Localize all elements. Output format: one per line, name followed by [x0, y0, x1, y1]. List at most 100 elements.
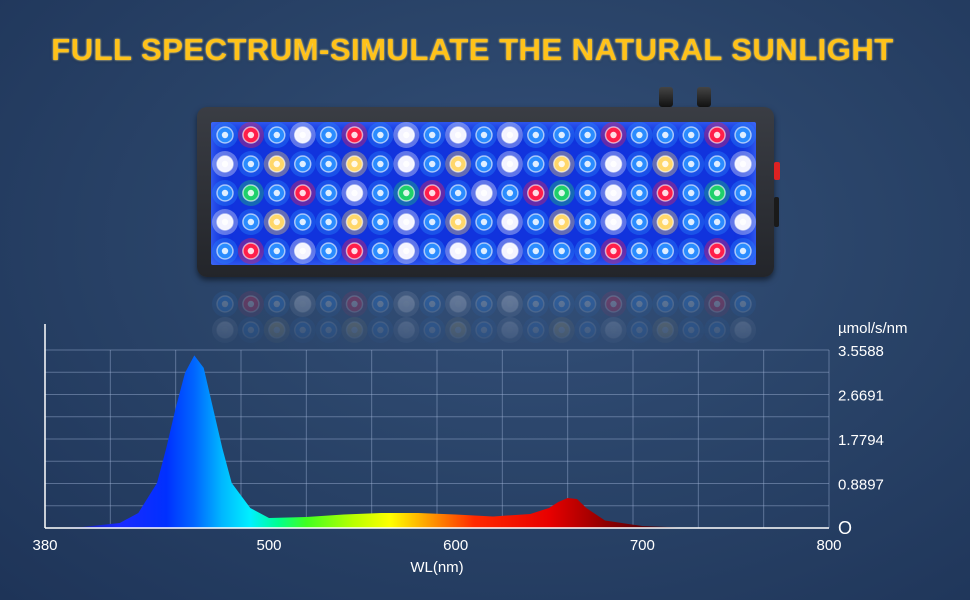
led-reflection-lens	[636, 326, 643, 334]
led-reflection-lens	[688, 300, 695, 308]
led-reflection-lens	[351, 300, 358, 308]
led-reflection-glow	[393, 291, 420, 317]
led-lens	[454, 160, 462, 168]
led-lens	[688, 160, 695, 168]
led-lens	[739, 189, 747, 197]
led-lens	[454, 218, 462, 226]
led-reflection-lens	[558, 300, 565, 308]
led-lens	[480, 247, 488, 255]
led-lens	[532, 189, 539, 197]
led-reflection-glow	[289, 291, 316, 317]
led-reflection-blue	[682, 321, 700, 339]
led-lens	[221, 189, 229, 197]
led-reflection-blue	[371, 321, 390, 339]
led-lens	[403, 160, 410, 168]
led-lens	[480, 189, 488, 197]
led-reflection-glow	[212, 291, 238, 317]
led-lens	[273, 218, 280, 226]
led-reflection-lens	[454, 326, 462, 334]
led-lens	[247, 218, 255, 226]
x-tick-label: 380	[32, 537, 57, 554]
led-reflection-yellow	[552, 321, 571, 339]
led-lens	[558, 160, 565, 168]
led-lens	[688, 218, 695, 226]
led-reflection-blue	[475, 295, 493, 313]
led-reflection-blue	[527, 321, 545, 339]
led-reflection-lens	[739, 300, 747, 308]
led-lens	[403, 247, 410, 255]
led-lens	[584, 189, 591, 197]
led-lens	[247, 247, 255, 255]
led-lens	[351, 247, 358, 255]
led-lens	[558, 189, 565, 197]
lamp-reflection	[197, 282, 774, 362]
dimmer-knob-icon	[659, 87, 673, 107]
led-reflection-glow	[678, 317, 705, 343]
led-reflection-blue	[578, 295, 597, 313]
led-reflection-yellow	[656, 321, 675, 339]
led-reflection-glow	[652, 317, 679, 343]
led-lens	[558, 218, 565, 226]
led-reflection-lens	[221, 300, 229, 308]
led-lens	[247, 131, 255, 139]
led-lens	[636, 160, 643, 168]
led-reflection-lens	[429, 300, 436, 308]
led-lens	[429, 218, 436, 226]
led-reflection-red	[604, 295, 623, 313]
led-lens	[377, 160, 384, 168]
led-reflection-lens	[713, 326, 721, 334]
led-lens	[273, 247, 280, 255]
led-reflection-blue	[475, 321, 493, 339]
led-reflection-blue	[682, 295, 700, 313]
led-lens	[739, 160, 747, 168]
led-lens	[584, 131, 591, 139]
led-reflection-lens	[584, 326, 591, 334]
led-reflection-glow	[704, 317, 731, 343]
led-lens	[299, 189, 306, 197]
led-reflection-lens	[429, 326, 436, 334]
led-reflection-yellow	[345, 321, 364, 339]
led-reflection-lens	[610, 326, 617, 334]
led-reflection-blue	[656, 295, 675, 313]
led-lens	[403, 189, 410, 197]
led-reflection-red	[708, 295, 726, 313]
led-lens	[273, 131, 280, 139]
led-lens	[636, 189, 643, 197]
led-reflection-white	[734, 321, 752, 339]
led-reflection-glow	[574, 317, 601, 343]
led-reflection-lens	[247, 300, 255, 308]
led-lens	[506, 247, 514, 255]
led-reflection-glow	[237, 317, 264, 343]
led-reflection-lens	[377, 326, 384, 334]
led-lens	[325, 131, 332, 139]
led-reflection-lens	[532, 326, 539, 334]
led-lens	[610, 247, 617, 255]
led-lens	[506, 189, 514, 197]
led-reflection-blue	[630, 295, 649, 313]
led-reflection-blue	[708, 321, 726, 339]
led-lens	[713, 189, 721, 197]
led-lens	[506, 131, 514, 139]
led-lens	[584, 160, 591, 168]
y-axis-label: µmol/s/nm	[838, 320, 908, 337]
led-lens	[480, 131, 488, 139]
led-reflection-glow	[341, 317, 368, 343]
led-lamp-fixture	[197, 87, 780, 277]
led-lens	[247, 160, 255, 168]
led-reflection-red	[242, 295, 260, 313]
led-reflection-blue	[293, 321, 312, 339]
led-reflection-lens	[662, 326, 669, 334]
led-lens	[377, 247, 384, 255]
led-lens	[299, 131, 306, 139]
x-tick-label: 700	[630, 537, 655, 554]
led-reflection-lens	[662, 300, 669, 308]
led-lens	[610, 160, 617, 168]
led-reflection-lens	[377, 300, 384, 308]
led-lens	[299, 218, 306, 226]
led-reflection-lens	[506, 300, 514, 308]
led-lens	[480, 160, 488, 168]
led-reflection-glow	[600, 291, 627, 317]
led-lens	[558, 247, 565, 255]
x-tick-label: 500	[256, 537, 281, 554]
led-reflection-red	[345, 295, 364, 313]
